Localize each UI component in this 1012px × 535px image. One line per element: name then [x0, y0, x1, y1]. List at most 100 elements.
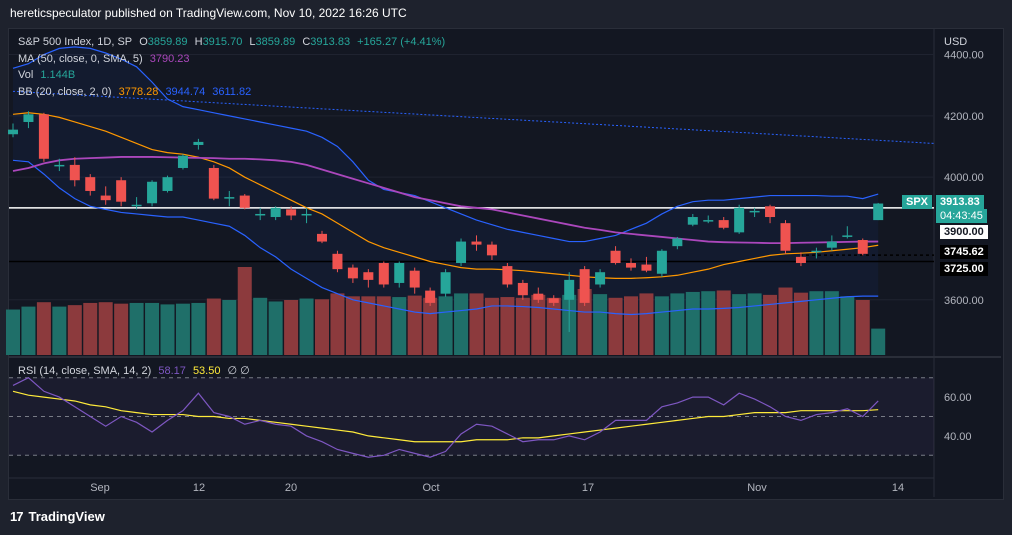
candle-body	[255, 213, 266, 216]
vol-label[interactable]: Vol	[18, 69, 34, 81]
candle-body	[8, 129, 18, 135]
rsi-sma-value: 53.50	[192, 365, 221, 377]
legend-rsi[interactable]: RSI (14, close, SMA, 14, 2) 58.17 53.50 …	[18, 363, 254, 379]
candle-body	[873, 203, 884, 221]
candle-body	[656, 250, 667, 274]
candle-body	[177, 155, 188, 168]
legend-open: 3859.89	[147, 36, 188, 48]
candle-body	[795, 256, 806, 264]
volume-bar	[284, 300, 299, 355]
volume-bar	[222, 300, 237, 355]
candle-body	[286, 209, 297, 216]
legend-low-label: L	[249, 36, 256, 48]
rsi-value: 58.17	[158, 365, 186, 377]
volume-bar	[392, 297, 407, 355]
candle-body	[811, 250, 822, 253]
candle-body	[394, 263, 405, 283]
candle-body	[734, 207, 745, 233]
volume-bar	[639, 293, 654, 355]
candle-body	[193, 141, 204, 145]
candle-body	[270, 207, 281, 218]
candle-body	[780, 223, 791, 251]
level-3900-tag: 3900.00	[940, 225, 988, 239]
volume-bar	[98, 302, 113, 355]
candle-body	[610, 250, 621, 264]
legend-low: 3859.89	[255, 36, 296, 48]
bb-label[interactable]: BB (20, close, 2, 0)	[18, 86, 112, 98]
candle-body	[703, 220, 714, 222]
candle-body	[208, 167, 219, 199]
volume-bar	[670, 293, 685, 355]
rsi-label[interactable]: RSI (14, close, SMA, 14, 2)	[18, 365, 152, 377]
candle-body	[548, 298, 559, 303]
rsi-tick-label: 60.00	[944, 392, 972, 404]
rsi-tick-label: 40.00	[944, 431, 972, 443]
legend-bb[interactable]: BB (20, close, 2, 0) 3778.28 3944.74 361…	[18, 84, 255, 100]
volume-bar	[515, 297, 530, 355]
y-tick-label: 4200.00	[944, 111, 984, 123]
volume-bar	[438, 296, 453, 355]
x-tick-label: 12	[193, 482, 205, 494]
legend-high: 3915.70	[202, 36, 243, 48]
volume-bar	[376, 296, 391, 355]
candle-body	[317, 233, 327, 242]
volume-bar	[793, 292, 808, 355]
volume-bar	[685, 291, 700, 355]
candle-body	[347, 267, 358, 279]
volume-bar	[114, 303, 129, 355]
legend-symbol[interactable]: S&P 500 Index, 1D, SP	[18, 36, 133, 48]
volume-bar	[546, 297, 561, 355]
volume-bar	[268, 301, 283, 355]
candle-body	[749, 210, 760, 213]
brand-name: TradingView	[28, 509, 105, 524]
ma-label[interactable]: MA (50, close, 0, SMA, 5)	[18, 53, 143, 65]
bb-upper-line	[12, 46, 879, 243]
volume-bar	[191, 302, 206, 355]
volume-bar	[315, 299, 329, 355]
legend-change: +165.27 (+4.41%)	[357, 36, 446, 48]
bb-lower-line	[12, 159, 879, 316]
chart-panel[interactable]	[8, 28, 1004, 500]
x-tick-label: 20	[285, 482, 297, 494]
volume-bar	[52, 306, 67, 355]
currency-label[interactable]: USD	[944, 36, 968, 48]
candle-body	[672, 238, 683, 247]
volume-bar	[608, 297, 623, 355]
candle-body	[456, 241, 467, 264]
candle-body	[533, 293, 544, 300]
volume-bar	[747, 293, 762, 355]
candle-body	[38, 114, 49, 159]
candle-body	[332, 253, 343, 270]
x-tick-label: 14	[892, 482, 904, 494]
volume-bar	[824, 291, 839, 355]
x-tick-label: 17	[582, 482, 594, 494]
candle-body	[363, 272, 374, 280]
publisher-line: hereticspeculator published on TradingVi…	[10, 6, 407, 20]
candle-body	[857, 240, 868, 254]
candle-body	[765, 206, 776, 218]
candle-body	[564, 279, 575, 300]
legend-close-label: C	[302, 36, 311, 48]
legend-ma[interactable]: MA (50, close, 0, SMA, 5) 3790.23	[18, 51, 194, 67]
candle-body	[425, 290, 436, 303]
trendline	[12, 90, 935, 144]
bb-band-fill	[13, 46, 879, 315]
candle-body	[23, 114, 34, 122]
y-tick-label: 4400.00	[944, 50, 984, 62]
tradingview-brand[interactable]: 17 TradingView	[10, 509, 105, 524]
volume-bar	[484, 297, 499, 355]
candle-body	[100, 195, 111, 201]
volume-bar	[129, 302, 144, 355]
rsi-sma-line	[12, 390, 879, 443]
candle-body	[626, 263, 636, 268]
level-3745-tag: 3745.62	[940, 245, 988, 259]
legend-vol[interactable]: Vol 1.144B	[18, 67, 79, 83]
bb-upper-value: 3944.74	[165, 86, 206, 98]
legend-ohlc[interactable]: S&P 500 Index, 1D, SP O3859.89 H3915.70 …	[18, 34, 449, 50]
candle-body	[842, 235, 853, 237]
candle-body	[687, 217, 698, 225]
candle-body	[718, 220, 729, 228]
volume-bar	[778, 287, 793, 355]
volume-bar	[840, 296, 855, 355]
